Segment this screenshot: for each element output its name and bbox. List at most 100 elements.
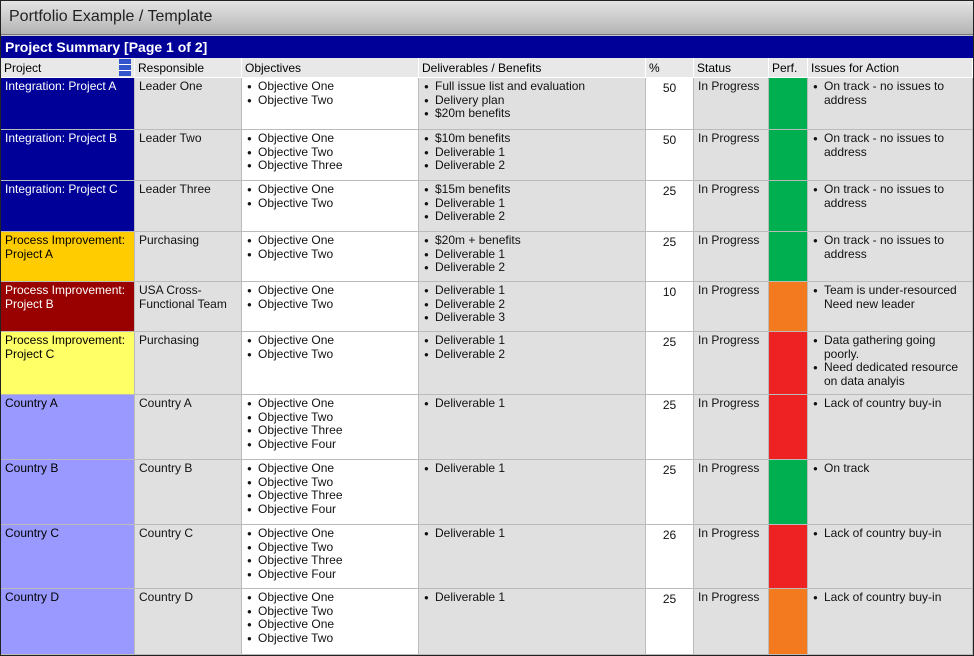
objectives-cell: Objective OneObjective TwoObjective OneO… bbox=[242, 589, 419, 655]
objectives-item: Objective Two bbox=[247, 475, 414, 490]
issues-item: On track - no issues to address bbox=[813, 182, 968, 210]
objectives-list: Objective OneObjective TwoObjective Thre… bbox=[246, 526, 414, 582]
percent-cell: 25 bbox=[646, 332, 694, 395]
issues-cell: Lack of country buy-in bbox=[808, 589, 973, 655]
window-title: Portfolio Example / Template bbox=[1, 1, 973, 35]
status-cell: In Progress bbox=[694, 181, 769, 232]
objectives-item: Objective One bbox=[247, 333, 414, 348]
deliverables-cell: Full issue list and evaluationDelivery p… bbox=[419, 78, 646, 130]
deliverables-item: Deliverable 3 bbox=[424, 310, 641, 325]
issues-list: Team is under-resourced Need new leader bbox=[812, 283, 968, 311]
issues-list: Data gathering going poorly.Need dedicat… bbox=[812, 333, 968, 388]
objectives-cell: Objective OneObjective Two bbox=[242, 282, 419, 332]
issues-cell: On track - no issues to address bbox=[808, 130, 973, 181]
responsible-cell: Country C bbox=[135, 525, 242, 589]
deliverables-cell: Deliverable 1 bbox=[419, 525, 646, 589]
project-cell: Country A bbox=[1, 395, 135, 460]
deliverables-item: $10m benefits bbox=[424, 131, 641, 146]
objectives-cell: Objective OneObjective Two bbox=[242, 181, 419, 232]
deliverables-list: Full issue list and evaluationDelivery p… bbox=[423, 79, 641, 121]
deliverables-item: $20m benefits bbox=[424, 106, 641, 121]
responsible-cell: Leader Two bbox=[135, 130, 242, 181]
issues-cell: Lack of country buy-in bbox=[808, 395, 973, 460]
issues-item: Lack of country buy-in bbox=[813, 396, 968, 411]
objectives-cell: Objective OneObjective TwoObjective Thre… bbox=[242, 525, 419, 589]
sort-icon[interactable] bbox=[119, 59, 131, 76]
status-cell: In Progress bbox=[694, 525, 769, 589]
objectives-item: Objective Three bbox=[247, 488, 414, 503]
objectives-cell: Objective OneObjective Two bbox=[242, 332, 419, 395]
issues-cell: Team is under-resourced Need new leader bbox=[808, 282, 973, 332]
deliverables-item: Deliverable 1 bbox=[424, 333, 641, 348]
deliverables-item: Deliverable 1 bbox=[424, 396, 641, 411]
deliverables-cell: Deliverable 1 bbox=[419, 589, 646, 655]
deliverables-item: Deliverable 1 bbox=[424, 590, 641, 605]
issues-cell: On track bbox=[808, 460, 973, 525]
deliverables-list: Deliverable 1 bbox=[423, 396, 641, 411]
perf-cell bbox=[769, 395, 808, 460]
deliverables-item: Deliverable 1 bbox=[424, 461, 641, 476]
responsible-cell: Purchasing bbox=[135, 232, 242, 282]
objectives-list: Objective OneObjective Two bbox=[246, 79, 414, 108]
status-cell: In Progress bbox=[694, 460, 769, 525]
issues-item: On track - no issues to address bbox=[813, 131, 968, 159]
objectives-list: Objective OneObjective Two bbox=[246, 182, 414, 211]
responsible-cell: Leader One bbox=[135, 78, 242, 130]
objectives-item: Objective Two bbox=[247, 196, 414, 211]
issues-item: Lack of country buy-in bbox=[813, 590, 968, 605]
deliverables-item: Deliverable 2 bbox=[424, 260, 641, 275]
responsible-cell: USA Cross-Functional Team bbox=[135, 282, 242, 332]
percent-cell: 25 bbox=[646, 460, 694, 525]
perf-cell bbox=[769, 282, 808, 332]
percent-cell: 26 bbox=[646, 525, 694, 589]
objectives-cell: Objective OneObjective TwoObjective Thre… bbox=[242, 395, 419, 460]
project-cell: Integration: Project C bbox=[1, 181, 135, 232]
deliverables-cell: $20m + benefitsDeliverable 1Deliverable … bbox=[419, 232, 646, 282]
project-cell: Country D bbox=[1, 589, 135, 655]
objectives-item: Objective Three bbox=[247, 423, 414, 438]
perf-cell bbox=[769, 181, 808, 232]
responsible-cell: Country D bbox=[135, 589, 242, 655]
issues-cell: On track - no issues to address bbox=[808, 78, 973, 130]
perf-cell bbox=[769, 589, 808, 655]
objectives-item: Objective One bbox=[247, 526, 414, 541]
responsible-cell: Country A bbox=[135, 395, 242, 460]
column-header: Status bbox=[694, 58, 769, 78]
objectives-cell: Objective OneObjective TwoObjective Thre… bbox=[242, 460, 419, 525]
objectives-item: Objective Two bbox=[247, 93, 414, 108]
objectives-item: Objective One bbox=[247, 182, 414, 197]
deliverables-item: Deliverable 2 bbox=[424, 297, 641, 312]
deliverables-cell: $15m benefitsDeliverable 1Deliverable 2 bbox=[419, 181, 646, 232]
perf-cell bbox=[769, 460, 808, 525]
issues-item: On track - no issues to address bbox=[813, 233, 968, 261]
issues-list: Lack of country buy-in bbox=[812, 526, 968, 541]
project-cell: Process Improvement: Project C bbox=[1, 332, 135, 395]
project-cell: Integration: Project A bbox=[1, 78, 135, 130]
deliverables-item: Deliverable 1 bbox=[424, 145, 641, 160]
deliverables-item: Delivery plan bbox=[424, 93, 641, 108]
responsible-cell: Leader Three bbox=[135, 181, 242, 232]
project-cell: Process Improvement: Project B bbox=[1, 282, 135, 332]
deliverables-list: Deliverable 1 bbox=[423, 526, 641, 541]
status-cell: In Progress bbox=[694, 78, 769, 130]
issues-item: Need dedicated resource on data analyis bbox=[813, 360, 968, 388]
issues-list: Lack of country buy-in bbox=[812, 590, 968, 605]
status-cell: In Progress bbox=[694, 232, 769, 282]
project-cell: Integration: Project B bbox=[1, 130, 135, 181]
status-cell: In Progress bbox=[694, 130, 769, 181]
objectives-item: Objective Four bbox=[247, 437, 414, 452]
percent-cell: 25 bbox=[646, 589, 694, 655]
deliverables-list: Deliverable 1 bbox=[423, 461, 641, 476]
objectives-item: Objective Four bbox=[247, 567, 414, 582]
objectives-item: Objective Four bbox=[247, 502, 414, 517]
percent-cell: 25 bbox=[646, 395, 694, 460]
percent-cell: 10 bbox=[646, 282, 694, 332]
issues-cell: On track - no issues to address bbox=[808, 181, 973, 232]
perf-cell bbox=[769, 232, 808, 282]
objectives-item: Objective Two bbox=[247, 297, 414, 312]
objectives-item: Objective One bbox=[247, 79, 414, 94]
issues-list: On track - no issues to address bbox=[812, 182, 968, 210]
column-header: Project bbox=[1, 58, 135, 78]
deliverables-cell: $10m benefitsDeliverable 1Deliverable 2 bbox=[419, 130, 646, 181]
percent-cell: 50 bbox=[646, 130, 694, 181]
